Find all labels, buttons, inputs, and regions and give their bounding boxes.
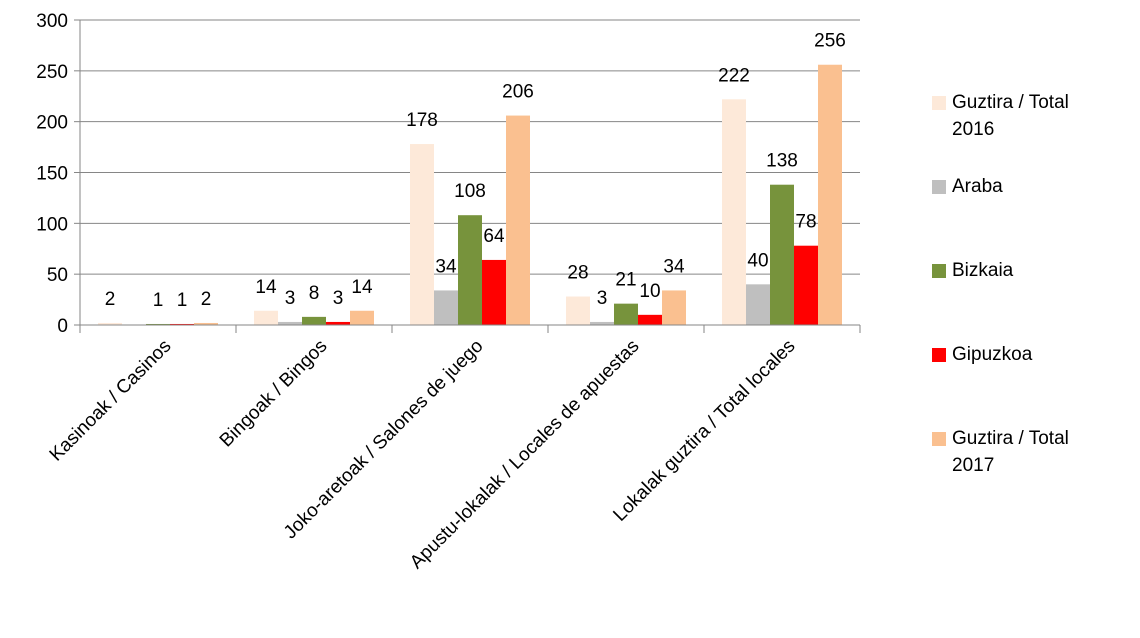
data-label: 206	[502, 82, 534, 103]
bar	[458, 215, 482, 325]
x-axis: Kasinoak / Casinos Bingoak / BingosJoko-a…	[46, 324, 861, 573]
bar	[638, 314, 662, 325]
bar	[590, 321, 614, 325]
legend-label: Araba	[952, 176, 1003, 197]
legend-label: Guztira / Total 2016	[952, 92, 1069, 140]
bar	[566, 296, 590, 325]
data-label: 2	[201, 289, 212, 310]
y-tick-label: 0	[57, 316, 68, 337]
data-label: 14	[255, 277, 277, 298]
legend-swatch	[932, 96, 946, 110]
data-label: 8	[309, 283, 320, 304]
bar	[662, 290, 686, 325]
bar	[746, 284, 770, 325]
legend-label: Bizkaia	[952, 260, 1014, 281]
y-tick-label: 200	[36, 113, 68, 134]
y-tick-label: 50	[47, 265, 68, 286]
data-label: 3	[597, 288, 608, 309]
legend-swatch	[932, 348, 946, 362]
legend-label: Gipuzkoa	[952, 344, 1033, 365]
bar	[818, 64, 842, 325]
data-label: 2	[105, 289, 116, 310]
data-label: 256	[814, 31, 846, 52]
y-tick-label: 100	[36, 214, 68, 235]
y-tick-label: 250	[36, 62, 68, 83]
legend-swatch	[932, 432, 946, 446]
bar	[482, 259, 506, 325]
data-label: 1	[153, 290, 164, 311]
category-label: Bingoak / Bingos	[216, 336, 332, 452]
legend-label: Guztira / Total 2017	[952, 428, 1069, 476]
data-label: 3	[333, 288, 344, 309]
bar	[770, 184, 794, 325]
data-label: 21	[615, 270, 636, 291]
data-label: 138	[766, 151, 798, 172]
y-axis: 0 50 100 150 200 250 300	[36, 11, 81, 337]
bars	[98, 64, 842, 325]
data-label: 178	[406, 110, 438, 131]
bar	[350, 310, 374, 325]
legend-swatch	[932, 264, 946, 278]
category-label: Kasinoak / Casinos	[46, 336, 176, 466]
data-label: 40	[747, 250, 768, 271]
data-label: 28	[567, 263, 588, 284]
data-label: 1	[177, 290, 188, 311]
bar	[146, 323, 170, 325]
data-label: 64	[483, 226, 505, 247]
data-label: 3	[285, 288, 296, 309]
data-label: 108	[454, 181, 486, 202]
bar	[326, 321, 350, 325]
bar	[170, 323, 194, 325]
bar	[410, 144, 434, 325]
bar	[722, 99, 746, 325]
y-tick-label: 300	[36, 11, 68, 32]
data-label: 14	[351, 277, 373, 298]
bar	[794, 245, 818, 325]
data-label: 222	[718, 65, 750, 86]
category-label: Lokalak guztira / Total locales	[609, 336, 799, 526]
bar	[254, 310, 278, 325]
data-label: 78	[795, 212, 816, 233]
bar	[98, 322, 122, 325]
bar	[614, 303, 638, 325]
bar	[194, 322, 218, 325]
data-label: 10	[639, 281, 660, 302]
bar	[434, 290, 458, 325]
legend-swatch	[932, 180, 946, 194]
bar	[302, 316, 326, 325]
bar	[506, 115, 530, 325]
data-label: 34	[435, 256, 457, 277]
y-tick-label: 150	[36, 164, 68, 185]
data-label: 34	[663, 256, 685, 277]
legend: Guztira / Total 2016 Araba Bizkaia Gipuzkoa G…	[932, 92, 1069, 476]
bar	[278, 321, 302, 325]
